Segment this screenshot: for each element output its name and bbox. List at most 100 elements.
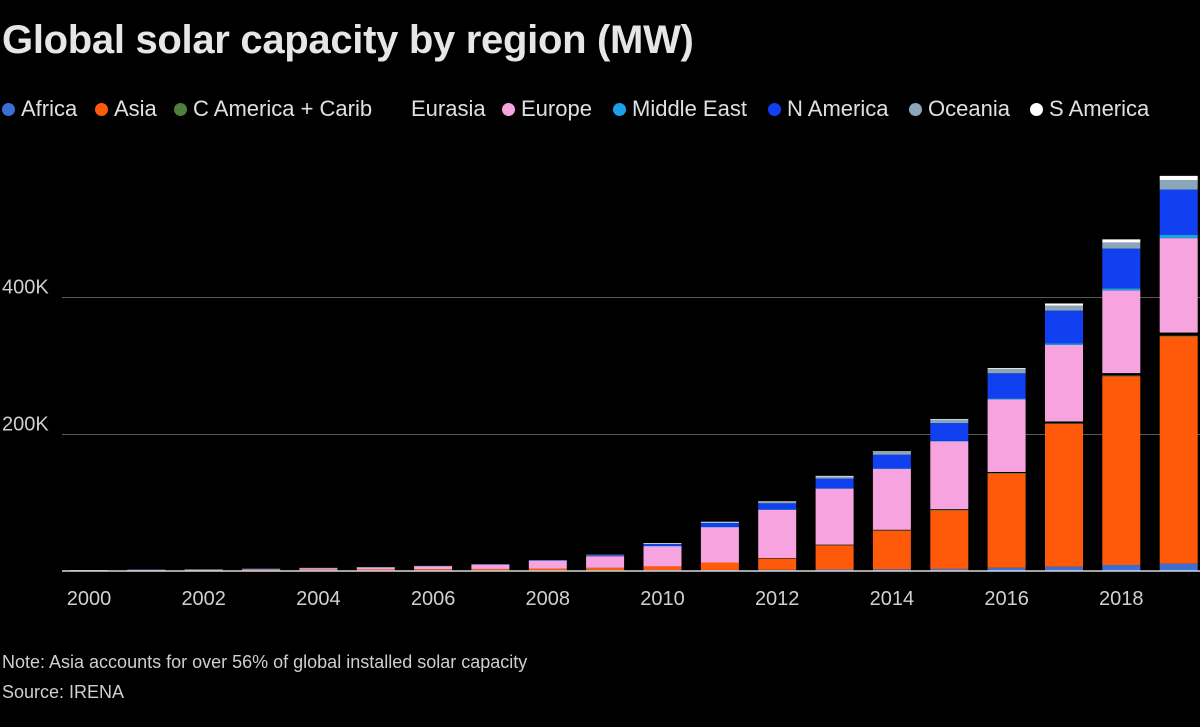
bar-2012-asia[interactable] [758,558,797,570]
bar-2010-s-america[interactable] [643,543,682,544]
legend-item-asia[interactable]: Asia [95,96,157,122]
bar-2001-oceania[interactable] [127,569,166,571]
bar-2007-asia[interactable] [471,568,510,571]
bar-2011-oceania[interactable] [700,521,739,523]
bar-2013-middle-east[interactable] [815,488,854,489]
bar-2012-s-america[interactable] [758,501,797,502]
bar-2005-europe[interactable] [356,567,395,570]
bar-2013-s-america[interactable] [815,475,854,477]
bar-2009-asia[interactable] [586,567,625,571]
bar-2017-africa[interactable] [1045,566,1083,571]
bar-2012-eurasia[interactable] [758,558,797,559]
bar-2013-n-america[interactable] [815,478,854,489]
bar-2018-n-america[interactable] [1102,248,1141,289]
bar-2007-europe[interactable] [471,564,510,569]
bar-2009-europe[interactable] [586,556,625,568]
bar-2006-oceania[interactable] [414,565,453,567]
legend-item-middle-east[interactable]: Middle East [613,96,747,122]
bar-2016-s-america[interactable] [987,368,1026,370]
bar-2003-oceania[interactable] [242,568,281,570]
bar-2019-s-america[interactable] [1159,175,1198,180]
bar-2012-africa[interactable] [758,569,797,571]
bar-2017-n-america[interactable] [1045,310,1083,344]
bar-2016-africa[interactable] [987,567,1026,571]
bar-2015-s-america[interactable] [930,418,969,420]
bar-2017-s-america[interactable] [1045,303,1083,306]
bar-2015-asia[interactable] [930,510,969,569]
bar-2009-oceania[interactable] [586,554,625,556]
bar-2003-europe[interactable] [242,569,281,570]
bar-2014-europe[interactable] [872,468,911,530]
bar-2016-n-america[interactable] [987,373,1026,399]
bar-2011-europe[interactable] [700,526,739,563]
bar-2017-eurasia[interactable] [1045,421,1083,424]
bar-2017-middle-east[interactable] [1045,343,1083,345]
legend-item-oceania[interactable]: Oceania [909,96,1010,122]
bar-2004-oceania[interactable] [299,567,338,569]
bar-2017-c-america-carib[interactable] [1045,423,1083,424]
bar-2016-middle-east[interactable] [987,398,1026,400]
bar-2018-s-america[interactable] [1102,239,1141,243]
bar-2011-s-america[interactable] [700,521,739,523]
bar-2011-asia[interactable] [700,562,739,571]
bar-2017-oceania[interactable] [1045,305,1083,311]
legend-item-eurasia[interactable]: Eurasia [392,96,486,122]
bar-2014-asia[interactable] [872,530,911,570]
bar-2008-oceania[interactable] [528,560,567,561]
bar-2013-asia[interactable] [815,544,854,570]
bar-2019-asia[interactable] [1159,336,1198,564]
bar-2013-oceania[interactable] [815,476,854,479]
bar-2018-middle-east[interactable] [1102,288,1141,291]
bar-2006-europe[interactable] [414,566,453,570]
bar-2015-oceania[interactable] [930,419,969,424]
bar-2016-c-america-carib[interactable] [987,473,1026,474]
bar-2019-africa[interactable] [1159,563,1198,571]
bar-2015-middle-east[interactable] [930,440,969,442]
bar-2012-middle-east[interactable] [758,509,797,510]
bar-2007-oceania[interactable] [471,564,510,565]
bar-2012-europe[interactable] [758,509,797,559]
legend-item-africa[interactable]: Africa [2,96,77,122]
bar-2005-asia[interactable] [356,569,395,571]
bar-2016-eurasia[interactable] [987,471,1026,474]
bar-2018-oceania[interactable] [1102,242,1141,249]
bar-2002-oceania[interactable] [184,569,223,570]
bar-2019-eurasia[interactable] [1159,332,1198,336]
bar-2017-europe[interactable] [1045,344,1083,422]
bar-2006-asia[interactable] [414,569,453,571]
bar-2011-middle-east[interactable] [700,526,739,528]
bar-2016-asia[interactable] [987,473,1026,568]
bar-2018-c-america-carib[interactable] [1102,375,1141,377]
bar-2019-n-america[interactable] [1159,189,1198,235]
bar-2014-c-america-carib[interactable] [872,530,911,531]
bar-2019-middle-east[interactable] [1159,234,1198,239]
bar-2018-eurasia[interactable] [1102,373,1141,376]
bar-2014-eurasia[interactable] [872,529,911,531]
bar-2018-africa[interactable] [1102,565,1141,571]
bar-2004-europe[interactable] [299,568,338,570]
legend-item-n-america[interactable]: N America [768,96,888,122]
legend-item-europe[interactable]: Europe [502,96,592,122]
bar-2015-n-america[interactable] [930,423,969,441]
bar-2013-eurasia[interactable] [815,544,854,546]
bar-2008-asia[interactable] [528,568,567,571]
bar-2014-middle-east[interactable] [872,468,911,470]
bar-2015-europe[interactable] [930,441,969,510]
bar-2012-oceania[interactable] [758,501,797,504]
bar-2004-asia[interactable] [299,569,338,571]
bar-2010-middle-east[interactable] [643,545,682,547]
bar-2013-africa[interactable] [815,569,854,571]
bar-2003-asia[interactable] [242,569,281,571]
bar-2019-c-america-carib[interactable] [1159,335,1198,337]
legend-item-c-america-carib[interactable]: C America + Carib [174,96,372,122]
legend-item-s-america[interactable]: S America [1030,96,1149,122]
bar-2008-europe[interactable] [528,560,567,569]
bar-2005-oceania[interactable] [356,567,395,568]
bar-2010-europe[interactable] [643,545,682,567]
bar-2011-n-america[interactable] [700,522,739,527]
bar-2010-asia[interactable] [643,566,682,571]
bar-2015-eurasia[interactable] [930,509,969,510]
bar-2013-europe[interactable] [815,488,854,545]
bar-2012-n-america[interactable] [758,503,797,510]
bar-2014-africa[interactable] [872,569,911,571]
